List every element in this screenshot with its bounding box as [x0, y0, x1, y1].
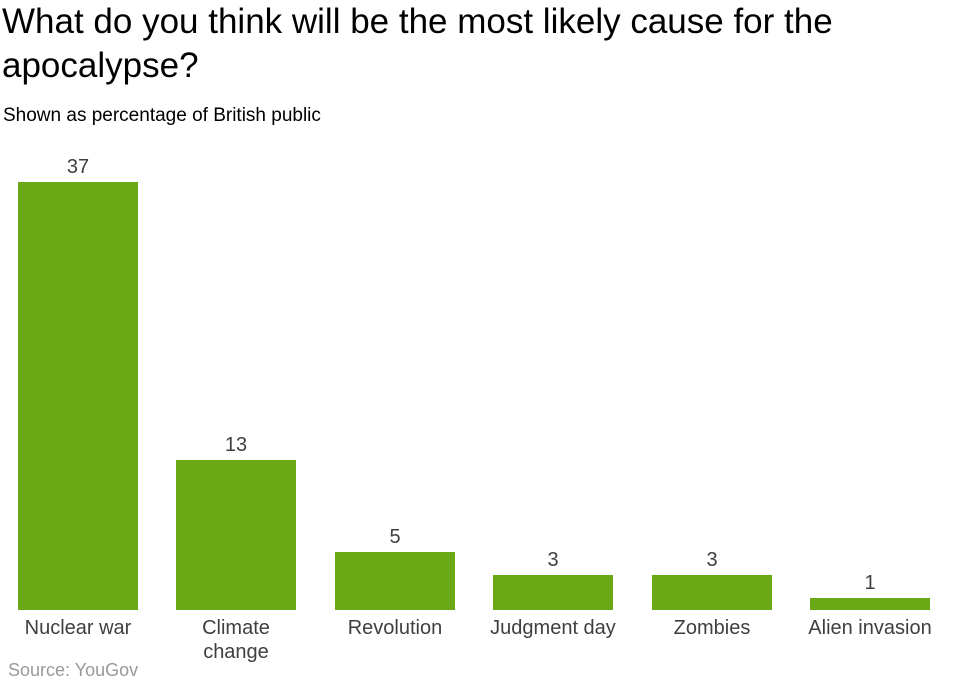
x-axis-label-judgment-day: Judgment day: [490, 617, 616, 639]
x-axis-label-climate-change: Climate change: [202, 617, 270, 663]
bar-value-label-revolution: 5: [389, 526, 401, 548]
bar-nuclear-war: [18, 182, 138, 610]
bar-revolution: [335, 552, 455, 610]
bar-value-label-zombies: 3: [706, 549, 718, 571]
bar-zombies: [652, 575, 772, 610]
bar-value-label-climate-change: 13: [224, 434, 248, 456]
bar-value-label-judgment-day: 3: [547, 549, 559, 571]
bar-alien-invasion: [810, 598, 930, 610]
bar-value-label-alien-invasion: 1: [864, 572, 876, 594]
x-axis-label-alien-invasion: Alien invasion: [808, 617, 932, 639]
chart-title: What do you think will be the most likel…: [2, 2, 833, 85]
chart-subtitle: Shown as percentage of British public: [3, 105, 321, 126]
bar-value-label-nuclear-war: 37: [66, 156, 90, 178]
x-axis-label-nuclear-war: Nuclear war: [24, 617, 132, 639]
source-note: Source: YouGov: [8, 660, 139, 680]
x-axis-label-revolution: Revolution: [347, 617, 443, 639]
x-axis-label-zombies: Zombies: [673, 617, 751, 639]
bar-climate-change: [176, 460, 296, 610]
bar-judgment-day: [493, 575, 613, 610]
